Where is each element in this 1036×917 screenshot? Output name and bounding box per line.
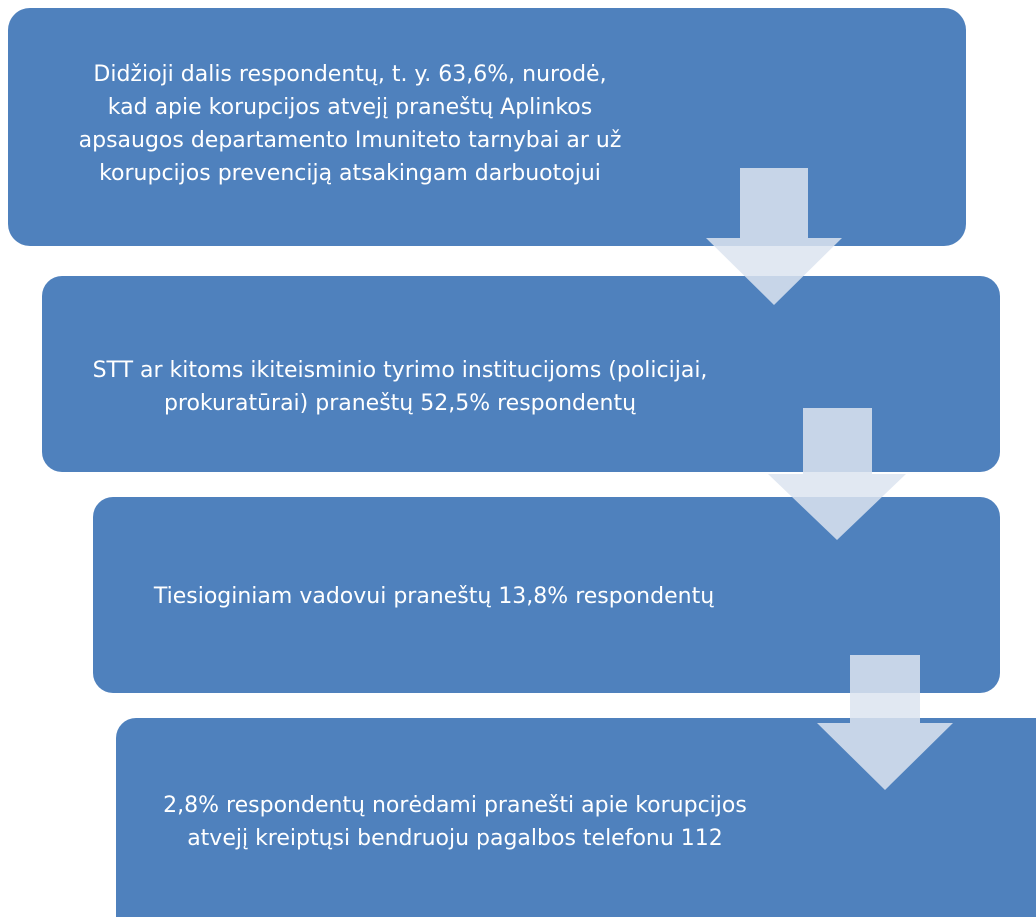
node-text: apsaugos departamento Imuniteto tarnybai… xyxy=(79,128,622,153)
box xyxy=(8,8,966,246)
node-text: kad apie korupcijos atvejį praneštų Apli… xyxy=(108,95,592,120)
box xyxy=(93,497,1000,693)
node-text: atvejį kreiptųsi bendruoju pagalbos tele… xyxy=(187,826,723,851)
node-text: STT ar kitoms ikiteisminio tyrimo instit… xyxy=(93,358,708,383)
node-text: korupcijos prevenciją atsakingam darbuot… xyxy=(99,161,601,186)
box xyxy=(42,276,1000,472)
box xyxy=(116,718,1036,917)
arrow xyxy=(768,408,906,540)
node-text: prokuratūrai) praneštų 52,5% respondentų xyxy=(164,391,636,416)
arrow xyxy=(817,655,953,790)
node-text: Didžioji dalis respondentų, t. y. 63,6%,… xyxy=(93,62,606,87)
node-text: Tiesioginiam vadovui praneštų 13,8% resp… xyxy=(153,584,714,609)
arrow xyxy=(706,168,842,305)
node-text: 2,8% respondentų norėdami pranešti apie … xyxy=(163,793,747,818)
